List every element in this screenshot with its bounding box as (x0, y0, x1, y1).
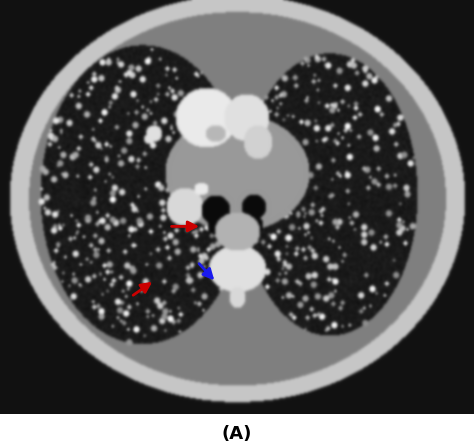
Text: (A): (A) (222, 425, 252, 443)
